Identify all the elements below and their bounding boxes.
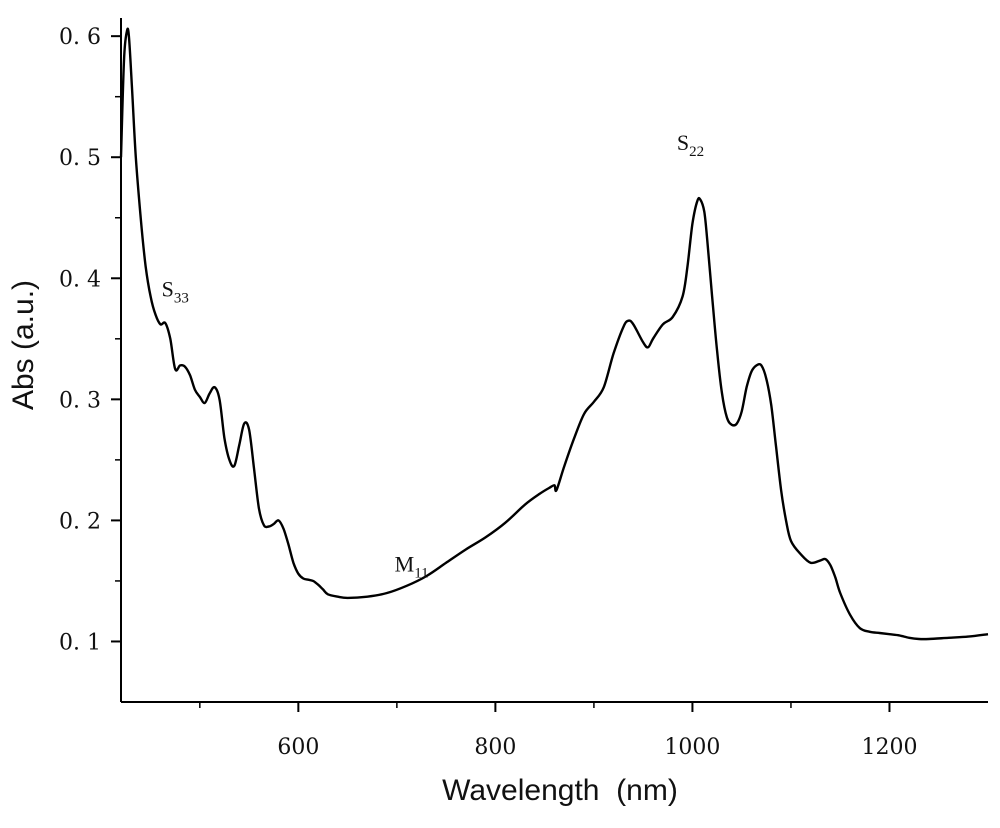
y-tick-label: 0. 4 <box>59 267 101 292</box>
x-axis-title: Wavelength (nm) <box>442 774 678 807</box>
y-tick-label: 0. 6 <box>59 25 101 50</box>
x-tick-label: 1000 <box>664 735 720 760</box>
plot-frame <box>120 18 988 703</box>
y-tick-label: 0. 5 <box>59 146 101 171</box>
y-tick-label: 0. 1 <box>59 630 101 655</box>
peak-annotation-s22: S22 <box>677 130 704 160</box>
absorbance-series-line <box>119 27 989 641</box>
y-tick-label: 0. 3 <box>59 388 101 413</box>
x-tick-label: 600 <box>277 735 319 760</box>
x-tick-label: 1200 <box>861 735 917 760</box>
peak-annotation-s33: S33 <box>162 276 189 306</box>
y-axis-title: Abs (a.u.) <box>7 280 40 410</box>
x-tick-label: 800 <box>474 735 516 760</box>
peak-annotation-m11: M11 <box>395 551 429 581</box>
y-tick-label: 0. 2 <box>59 509 101 534</box>
